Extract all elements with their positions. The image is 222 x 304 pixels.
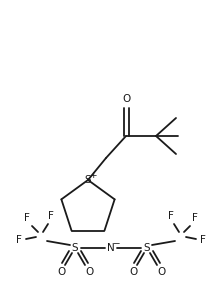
Text: O: O — [85, 267, 93, 277]
Text: +: + — [89, 171, 97, 179]
Text: S: S — [85, 175, 91, 185]
Text: S: S — [72, 243, 78, 253]
Text: O: O — [129, 267, 137, 277]
Text: O: O — [157, 267, 165, 277]
Text: F: F — [168, 211, 174, 221]
Text: F: F — [192, 213, 198, 223]
Text: N: N — [107, 243, 115, 253]
Text: F: F — [16, 235, 22, 245]
Text: F: F — [200, 235, 206, 245]
Text: S: S — [144, 243, 150, 253]
Text: O: O — [122, 94, 130, 104]
Text: F: F — [24, 213, 30, 223]
Text: F: F — [48, 211, 54, 221]
Text: O: O — [57, 267, 65, 277]
Text: −: − — [112, 239, 120, 247]
